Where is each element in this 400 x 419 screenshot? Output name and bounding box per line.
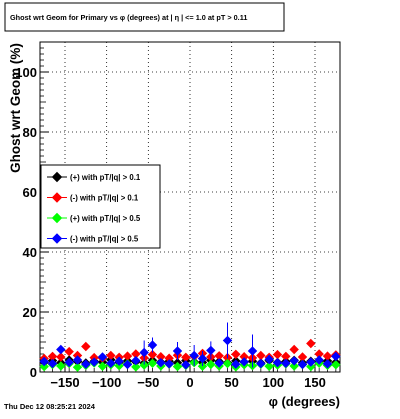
data-point	[231, 349, 241, 360]
data-point	[56, 344, 66, 355]
axes: −150 −100 −50 0 50 100 150 0 20 40 60 80 100	[15, 47, 337, 390]
data-point	[172, 346, 183, 356]
data-point	[214, 358, 224, 368]
data-point	[289, 356, 299, 366]
data-point	[206, 345, 216, 356]
data-point	[306, 357, 316, 367]
data-point	[239, 357, 249, 367]
legend-marker	[51, 192, 63, 203]
x-tick-label: −50	[137, 375, 159, 390]
data-point	[197, 361, 208, 372]
data-point	[181, 360, 191, 370]
legend-box	[40, 164, 161, 249]
data-point	[56, 361, 66, 371]
chart-title: Ghost wrt Geom for Primary vs φ (degrees…	[10, 13, 247, 22]
data-point	[197, 353, 208, 364]
data-point	[272, 357, 283, 368]
y-tick-label: 60	[23, 185, 37, 200]
legend-label: (-) with pT/|q| > 0.1	[70, 194, 139, 203]
y-tick-label: 100	[15, 65, 37, 80]
data-point	[272, 349, 283, 360]
data-point	[139, 347, 149, 358]
data-point	[122, 359, 133, 370]
data-point	[64, 346, 74, 357]
data-point	[81, 341, 91, 352]
data-point	[231, 359, 241, 369]
data-point	[139, 360, 149, 370]
data-point	[164, 359, 174, 369]
data-point	[147, 358, 158, 369]
y-tick-label: 40	[23, 245, 37, 260]
data-point	[281, 358, 291, 369]
data-point	[72, 355, 83, 365]
data-point	[314, 355, 324, 365]
data-point	[256, 350, 266, 361]
legend-marker	[51, 212, 63, 224]
data-point	[122, 351, 133, 361]
x-tick-label: 50	[224, 375, 238, 390]
data-marks	[39, 322, 341, 372]
data-point	[331, 360, 341, 370]
y-tick-label: 80	[23, 125, 37, 140]
data-point	[222, 335, 233, 346]
y-tick-label: 0	[30, 365, 37, 380]
data-point	[131, 362, 141, 372]
legend-marker	[51, 233, 63, 244]
data-point	[306, 338, 316, 349]
x-tick-label: −100	[92, 375, 121, 390]
y-axis-label: Ghost wrt Geom (%)	[8, 43, 23, 173]
data-point	[322, 359, 333, 369]
data-point	[206, 359, 216, 370]
data-point	[172, 361, 183, 372]
x-tick-label: −150	[50, 375, 79, 390]
x-axis-label: φ (degrees)	[269, 394, 340, 409]
data-point	[56, 352, 66, 362]
data-point	[264, 361, 274, 372]
data-point	[64, 357, 74, 368]
data-point	[131, 355, 141, 366]
data-point	[289, 361, 299, 371]
legend: (+) with pT/|q| > 0.1 (-) with pT/|q| > 0…	[40, 164, 161, 249]
data-point	[97, 352, 108, 362]
series-4	[39, 322, 341, 370]
data-point	[322, 351, 333, 361]
x-tick-label: 0	[186, 375, 193, 390]
data-point	[81, 359, 91, 369]
data-point	[247, 346, 258, 356]
data-point	[189, 350, 199, 361]
data-point	[331, 351, 341, 362]
timestamp: Thu Dec 12 08:25:21 2024	[4, 402, 96, 411]
title-box: Ghost wrt Geom for Primary vs φ (degrees…	[4, 2, 285, 32]
data-point	[297, 359, 308, 370]
data-point	[114, 356, 124, 366]
data-point	[147, 340, 158, 350]
data-point	[256, 358, 266, 369]
data-point	[156, 357, 166, 368]
data-point	[222, 358, 233, 369]
data-point	[289, 344, 299, 355]
data-point	[72, 362, 83, 372]
legend-label: (+) with pT/|q| > 0.1	[70, 173, 141, 182]
data-point	[97, 361, 108, 372]
data-point	[264, 354, 274, 365]
y-tick-label: 20	[23, 305, 37, 320]
data-point	[39, 356, 49, 367]
legend-label: (+) with pT/|q| > 0.5	[70, 214, 141, 223]
data-point	[89, 357, 99, 367]
legend-marker	[51, 171, 63, 183]
x-tick-label: 150	[304, 375, 326, 390]
data-point	[39, 361, 49, 372]
data-point	[106, 358, 116, 369]
x-tick-label: 100	[262, 375, 284, 390]
legend-label: (-) with pT/|q| > 0.5	[70, 235, 139, 244]
data-point	[47, 358, 58, 369]
